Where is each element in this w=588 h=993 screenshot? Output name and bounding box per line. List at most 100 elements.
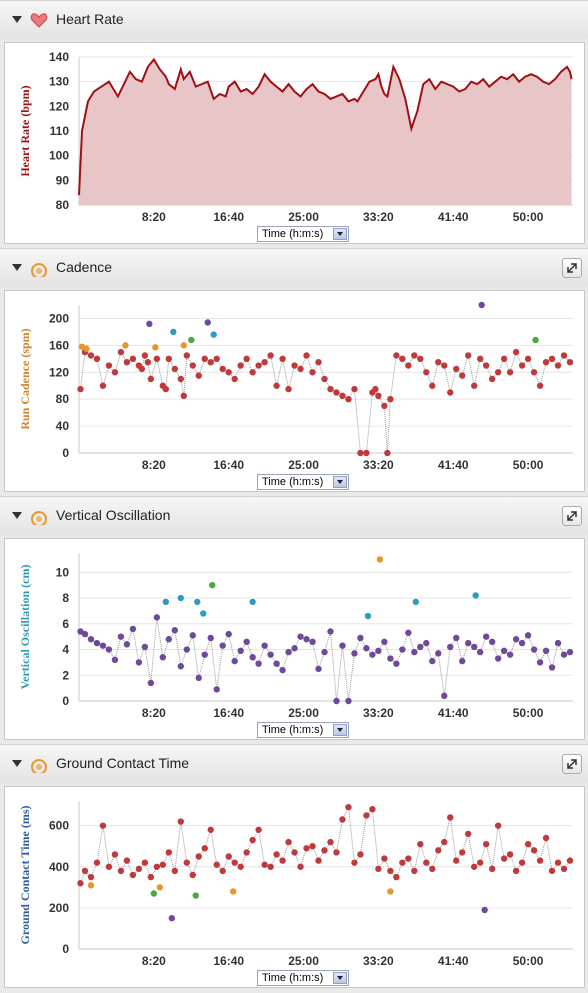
data-point	[315, 358, 322, 366]
expand-button[interactable]	[562, 754, 582, 774]
x-tick-label: 41:40	[438, 954, 469, 968]
x-tick-label: 16:40	[213, 954, 244, 968]
data-point	[333, 389, 340, 396]
data-point	[554, 362, 562, 369]
chevron-down-icon[interactable]	[333, 724, 347, 736]
data-point	[213, 355, 220, 363]
data-point	[297, 863, 304, 870]
panel-header[interactable]: Cadence	[0, 248, 588, 287]
heart-rate-panel: Heart Rate 80 90 100 110 120 130 140 8:20 16:40 2…	[0, 0, 588, 248]
data-point	[219, 642, 226, 649]
data-point	[315, 857, 322, 864]
data-point	[566, 358, 574, 366]
expand-button[interactable]	[562, 258, 582, 278]
data-point	[291, 849, 298, 856]
x-tick-label: 25:00	[288, 954, 319, 968]
collapse-triangle-icon[interactable]	[12, 512, 22, 519]
data-point	[321, 648, 328, 656]
data-point	[441, 838, 448, 846]
collapse-triangle-icon[interactable]	[12, 16, 22, 23]
data-point	[363, 812, 370, 819]
data-point	[279, 666, 286, 674]
chevron-down-icon[interactable]	[333, 228, 347, 240]
data-point	[471, 382, 478, 389]
data-point	[255, 826, 262, 833]
data-point	[147, 679, 155, 687]
data-point	[429, 382, 436, 389]
y-tick-label: 110	[50, 124, 70, 138]
data-point	[536, 382, 544, 389]
data-point	[465, 639, 472, 647]
data-point	[285, 385, 292, 393]
data-point	[150, 890, 158, 897]
data-point	[488, 865, 496, 873]
y-tick-label: 40	[56, 419, 70, 433]
data-point	[488, 638, 496, 645]
x-tick-label: 8:20	[142, 954, 166, 968]
x-tick-label: 50:00	[513, 458, 544, 472]
data-point	[399, 646, 406, 653]
data-point	[375, 647, 382, 655]
x-tick-label: 33:20	[363, 210, 394, 224]
data-point	[303, 636, 310, 643]
data-point	[482, 633, 490, 640]
data-point	[141, 352, 149, 359]
data-point	[453, 365, 460, 373]
data-point	[153, 355, 161, 363]
x-tick-label: 8:20	[142, 210, 166, 224]
data-point	[123, 857, 131, 864]
data-point	[152, 344, 159, 351]
data-point	[231, 657, 238, 665]
data-point	[144, 358, 152, 366]
collapse-triangle-icon[interactable]	[12, 760, 22, 767]
data-point	[429, 657, 436, 665]
data-point	[554, 639, 562, 647]
cadence-panel: Cadence 0 40 80 120 160 200 8:20 16:40 25:00 33:2…	[0, 248, 588, 496]
data-point	[560, 352, 568, 359]
data-point	[204, 319, 211, 326]
data-point	[122, 342, 129, 349]
data-point	[399, 859, 406, 866]
x-axis-select[interactable]: Time (h:m:s)	[257, 226, 349, 242]
data-point	[168, 914, 176, 922]
data-point	[111, 369, 119, 376]
data-point	[465, 352, 472, 359]
data-point	[192, 892, 199, 899]
data-point	[129, 355, 137, 363]
data-point	[506, 651, 514, 658]
data-point	[494, 655, 502, 662]
x-tick-label: 25:00	[288, 706, 319, 720]
data-point	[231, 859, 238, 866]
data-point	[111, 656, 119, 664]
x-axis-select[interactable]: Time (h:m:s)	[257, 474, 349, 490]
data-point	[372, 385, 379, 393]
running-icon	[31, 263, 47, 277]
panel-title: Heart Rate	[56, 11, 124, 27]
x-tick-label: 25:00	[288, 210, 319, 224]
data-point	[297, 365, 304, 373]
data-point	[291, 362, 298, 369]
y-axis-label: Heart Rate (bpm)	[18, 85, 32, 176]
panel-header[interactable]: Ground Contact Time	[0, 744, 588, 783]
data-point	[201, 355, 208, 363]
panel-header[interactable]: Heart Rate	[0, 0, 588, 39]
x-axis-select[interactable]: Time (h:m:s)	[257, 970, 349, 986]
chevron-down-icon[interactable]	[333, 972, 347, 984]
data-point	[87, 636, 95, 643]
collapse-triangle-icon[interactable]	[12, 264, 22, 271]
running-icon	[31, 759, 47, 773]
chevron-down-icon[interactable]	[333, 476, 347, 488]
expand-button[interactable]	[562, 506, 582, 526]
y-axis-label: Vertical Oscillation (cm)	[18, 565, 32, 690]
data-point	[512, 636, 520, 643]
data-point	[81, 630, 89, 638]
data-point	[536, 857, 544, 864]
data-point	[339, 642, 346, 649]
data-point	[171, 867, 179, 875]
panel-header[interactable]: Vertical Oscillation	[0, 496, 588, 535]
data-point	[243, 355, 250, 363]
x-axis-select[interactable]: Time (h:m:s)	[257, 722, 349, 738]
series-line	[78, 57, 573, 196]
data-point	[387, 867, 394, 875]
data-point	[237, 647, 244, 655]
